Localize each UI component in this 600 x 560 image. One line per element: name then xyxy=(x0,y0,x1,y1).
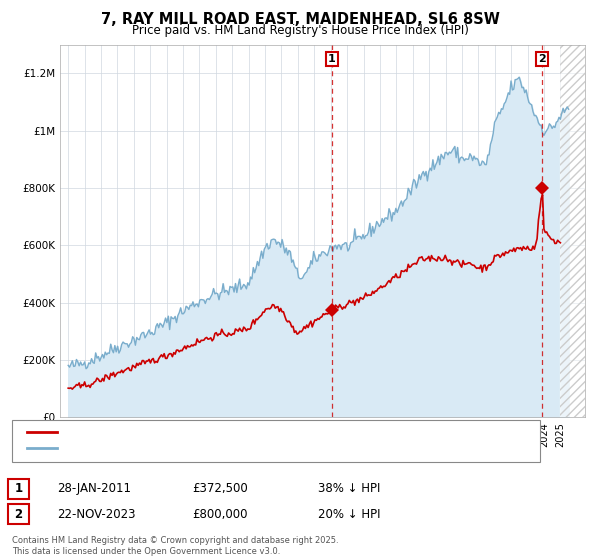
Text: 1: 1 xyxy=(328,54,336,64)
Text: 2: 2 xyxy=(538,54,546,64)
Text: 7, RAY MILL ROAD EAST, MAIDENHEAD, SL6 8SW: 7, RAY MILL ROAD EAST, MAIDENHEAD, SL6 8… xyxy=(101,12,499,27)
Text: £372,500: £372,500 xyxy=(192,482,248,496)
Text: 28-JAN-2011: 28-JAN-2011 xyxy=(57,482,131,496)
Text: 20% ↓ HPI: 20% ↓ HPI xyxy=(318,507,380,521)
Text: 7, RAY MILL ROAD EAST, MAIDENHEAD, SL6 8SW (detached house): 7, RAY MILL ROAD EAST, MAIDENHEAD, SL6 8… xyxy=(63,427,410,437)
Text: Contains HM Land Registry data © Crown copyright and database right 2025.
This d: Contains HM Land Registry data © Crown c… xyxy=(12,536,338,556)
Text: 2: 2 xyxy=(14,507,22,521)
Text: 22-NOV-2023: 22-NOV-2023 xyxy=(57,507,136,521)
Text: Price paid vs. HM Land Registry's House Price Index (HPI): Price paid vs. HM Land Registry's House … xyxy=(131,24,469,36)
Text: 1: 1 xyxy=(14,482,22,496)
Polygon shape xyxy=(560,45,585,417)
Text: £800,000: £800,000 xyxy=(192,507,248,521)
Text: HPI: Average price, detached house, Windsor and Maidenhead: HPI: Average price, detached house, Wind… xyxy=(63,443,388,453)
Text: 38% ↓ HPI: 38% ↓ HPI xyxy=(318,482,380,496)
